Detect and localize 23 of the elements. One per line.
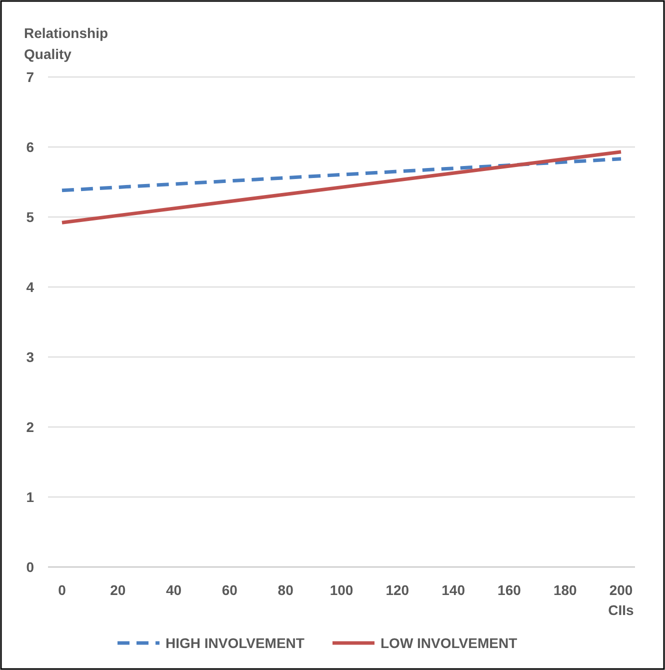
y-tick-label: 6 xyxy=(26,138,34,155)
x-tick-label: 60 xyxy=(222,582,238,598)
x-tick-label: 120 xyxy=(386,582,410,598)
y-tick-label: 1 xyxy=(26,488,34,505)
y-tick-label: 7 xyxy=(26,68,34,85)
x-tick-label: 0 xyxy=(58,582,66,598)
x-axis-title: CIIs xyxy=(608,602,634,618)
y-tick-label: 3 xyxy=(26,348,34,365)
y-tick-label: 4 xyxy=(26,278,34,295)
y-tick-label: 5 xyxy=(26,208,34,225)
x-tick-label: 160 xyxy=(498,582,522,598)
x-tick-label: 180 xyxy=(553,582,578,598)
x-tick-label: 80 xyxy=(278,582,294,598)
x-tick-label: 200 xyxy=(609,582,633,598)
legend-label: HIGH INVOLVEMENT xyxy=(166,634,305,651)
x-tick-label: 40 xyxy=(166,582,182,598)
y-tick-label: 0 xyxy=(26,558,34,575)
x-tick-label: 100 xyxy=(330,582,354,598)
x-tick-label: 140 xyxy=(442,582,466,598)
y-axis-title: Relationship Quality xyxy=(24,25,108,62)
y-tick-label: 2 xyxy=(26,418,34,435)
legend-label: LOW INVOLVEMENT xyxy=(380,634,518,651)
x-tick-label: 20 xyxy=(110,582,126,598)
